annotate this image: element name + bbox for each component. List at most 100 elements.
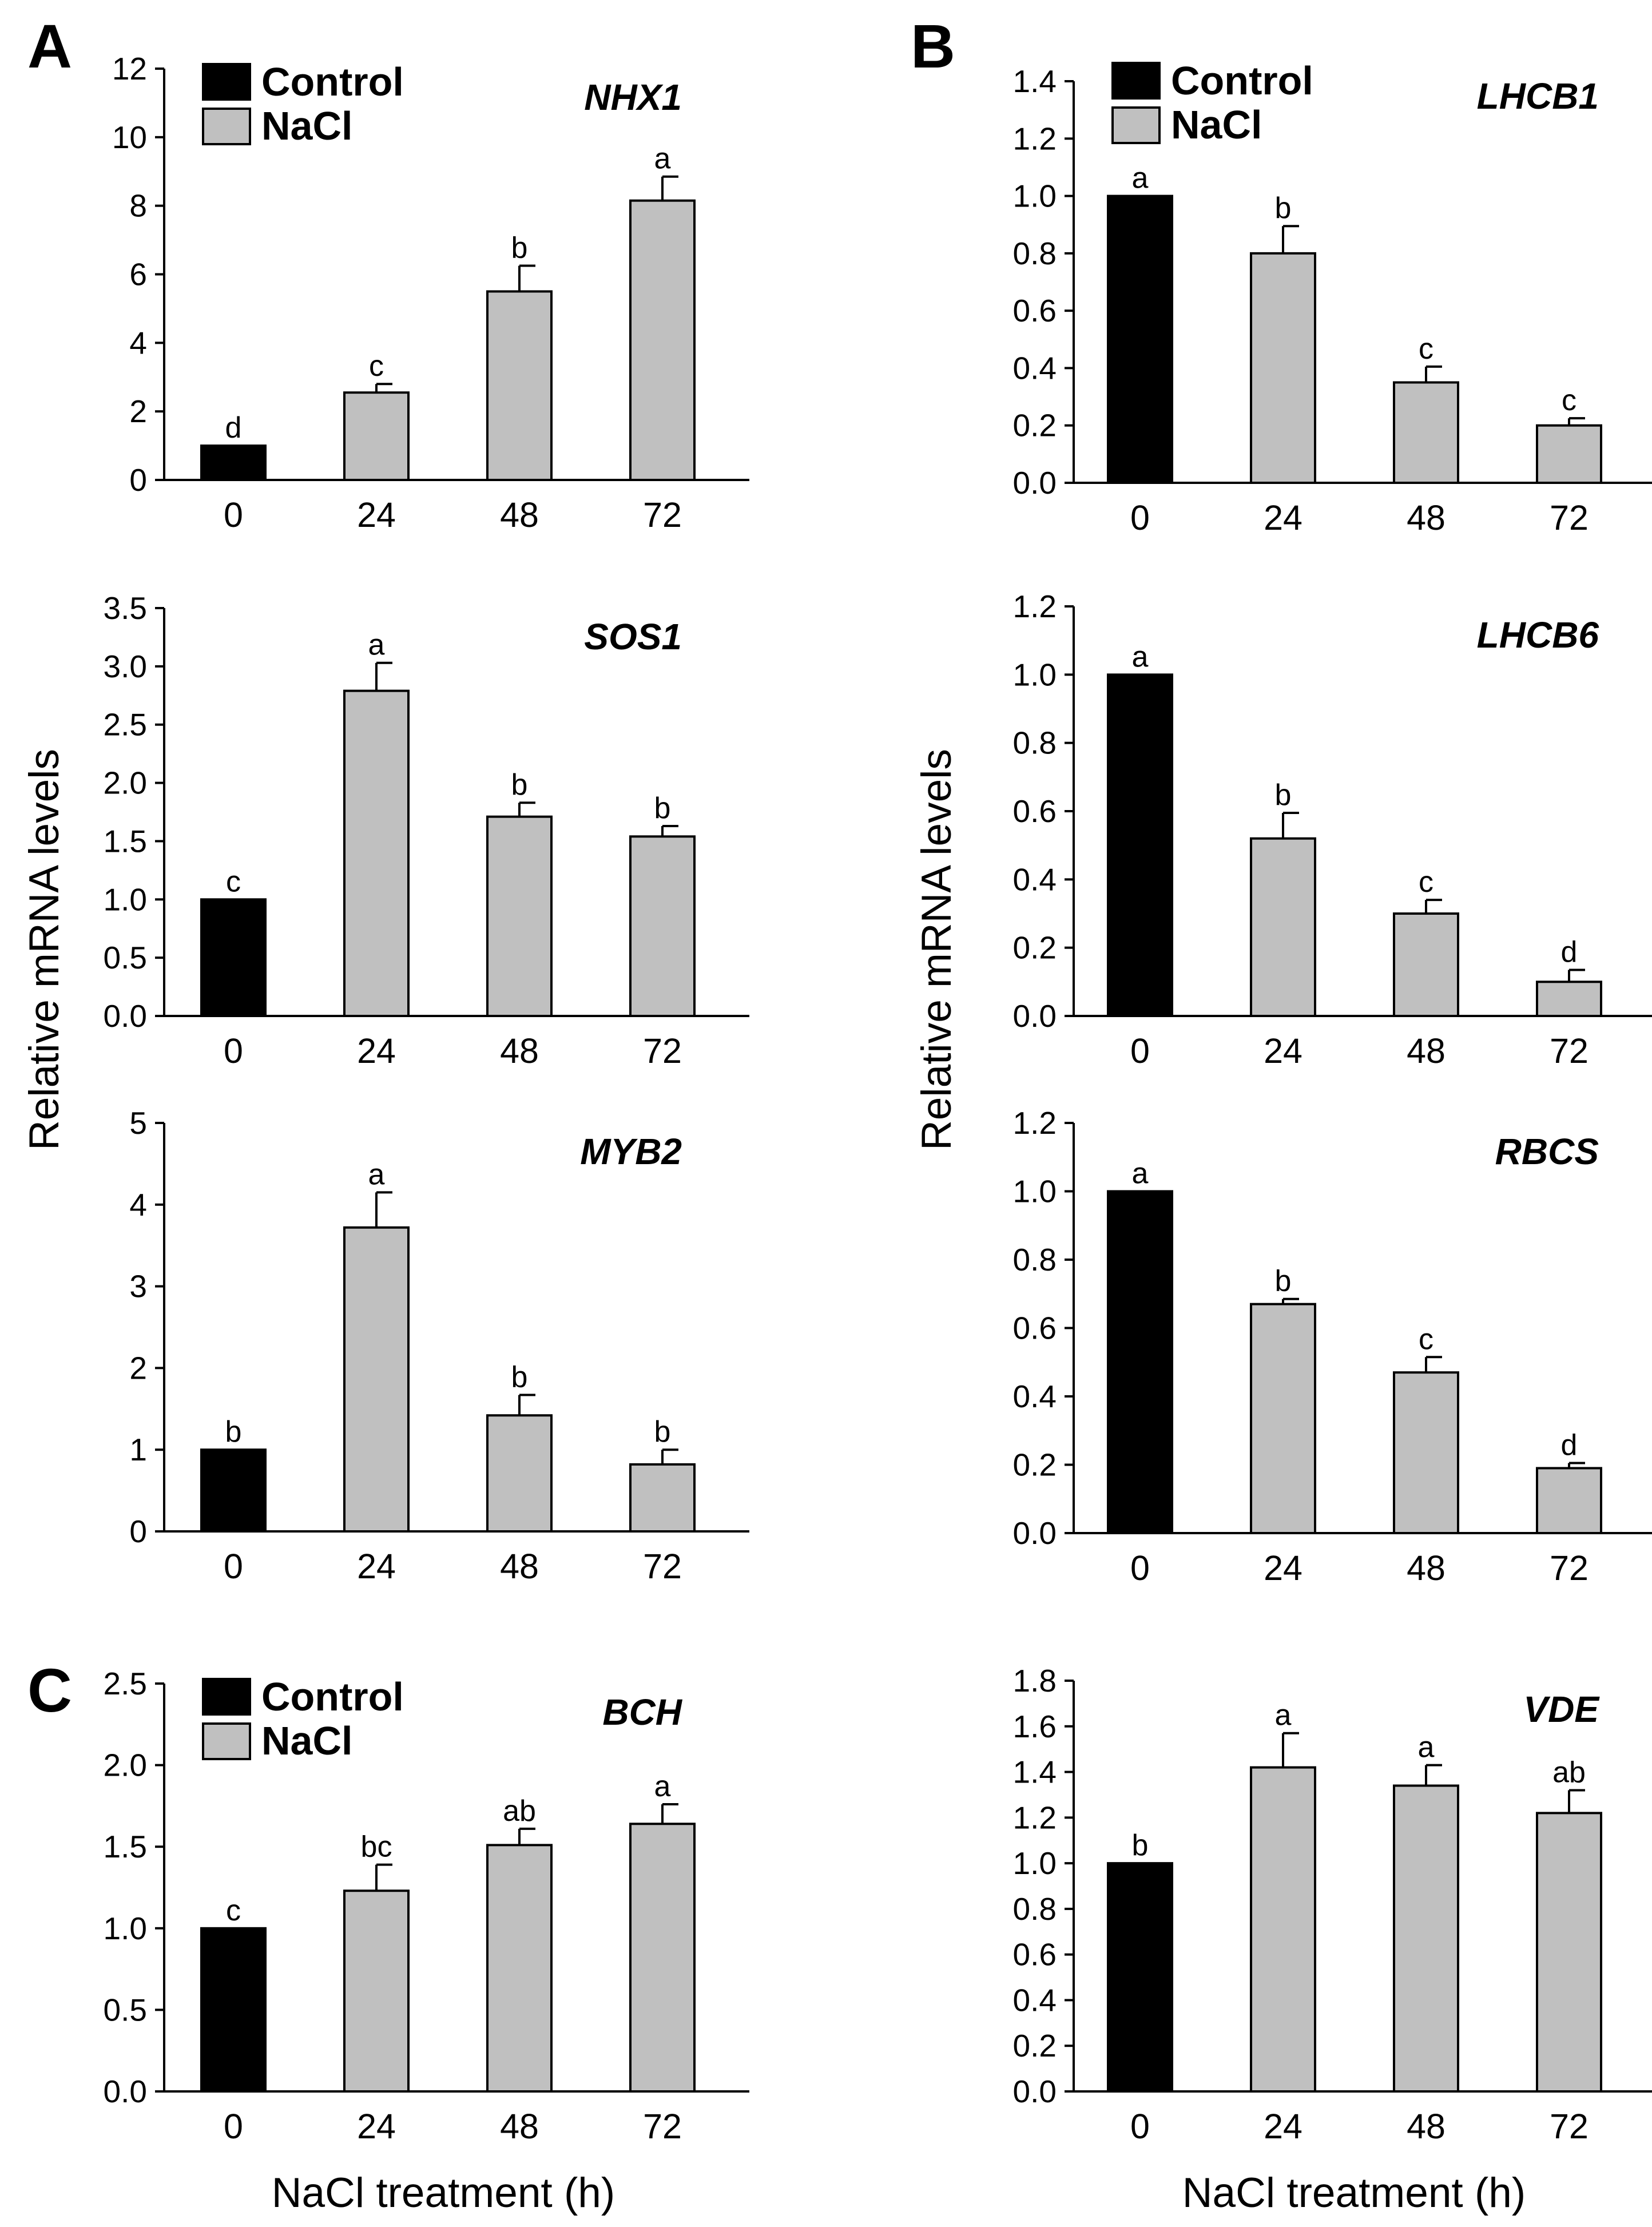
x-axis-label-left: NaCl treatment (h) [272,2170,615,2216]
y-tick-label: 2 [129,394,147,429]
y-tick-label: 0.2 [1013,408,1057,443]
x-tick-label: 48 [500,1547,539,1586]
x-tick-label: 72 [1550,2107,1589,2146]
y-tick-label: 0.8 [1013,236,1057,271]
x-tick-label: 24 [357,1547,396,1586]
chart-bch: 0.0 0.5 1.0 1.5 2.0 2.5 c 0 bc 24 ab 48 a 72 BCH Contro… [104,1666,749,2146]
bar-72h [1536,1467,1602,1535]
y-axis-label-left: Relative mRNA levels [21,749,67,1150]
chart-lhcb6: 0.0 0.2 0.4 0.6 0.8 1.0 1.2 a 0 b 24 c 48 d 72 LHCB6 [1013,589,1652,1070]
y-tick-label: 0.0 [104,998,147,1034]
gene-title: NHX1 [584,77,682,118]
y-tick-label: 10 [112,120,147,155]
y-tick-label: 0.4 [1013,350,1057,386]
significance-letter: b [511,768,528,801]
significance-letter: b [511,232,528,265]
x-tick-label: 48 [500,495,539,534]
y-tick-label: 1.0 [1013,178,1057,214]
y-tick-label: 1.0 [1013,1174,1057,1209]
significance-letter: c [1562,384,1576,417]
significance-letter: a [654,1770,671,1803]
bar-72h [629,1463,696,1533]
bar-24h [343,1226,410,1533]
bar-24h [1250,252,1316,484]
y-tick-label: 1.0 [104,882,147,917]
bar-48h [486,815,553,1017]
bar-24h [343,391,410,482]
y-tick-label: 6 [129,257,147,292]
bar-48h [1393,912,1459,1017]
y-tick-label: 1.5 [104,823,147,859]
significance-letter: b [1275,192,1292,225]
y-tick-label: 1.0 [1013,1845,1057,1881]
y-tick-label: 1.2 [1013,1800,1057,1835]
gene-title: MYB2 [580,1131,682,1172]
gene-title: LHCB1 [1477,76,1599,117]
legend-label-control: Control [261,1674,404,1719]
significance-letter: b [1132,1829,1149,1862]
y-tick-label: 0.6 [1013,1311,1057,1346]
x-tick-label: 24 [357,1031,396,1070]
bar-0h [200,1927,267,2093]
significance-letter: b [654,1415,671,1448]
panel-letter-c: C [27,1656,72,1725]
legend-label-nacl: NaCl [261,1718,352,1763]
y-tick-label: 0.0 [1013,1515,1057,1551]
y-tick-label: 0.4 [1013,862,1057,897]
significance-letter: bc [361,1831,392,1864]
x-tick-label: 0 [224,1547,243,1586]
significance-letter: d [1561,1429,1578,1462]
legend-swatch-control [202,63,251,101]
y-tick-label: 0.0 [1013,2074,1057,2109]
x-axis-label-right: NaCl treatment (h) [1182,2170,1526,2216]
legend-label-nacl: NaCl [261,104,352,148]
y-tick-label: 3.5 [104,590,147,626]
significance-letter: a [1132,1157,1149,1190]
significance-letter: c [1419,866,1433,899]
legend-label-control: Control [261,59,404,104]
significance-letter: ab [1552,1756,1586,1789]
legend-label-control: Control [1171,58,1313,103]
y-tick-label: 0.2 [1013,1447,1057,1483]
y-tick-label: 0.0 [1013,998,1057,1034]
x-tick-label: 0 [224,1031,243,1070]
gene-title: SOS1 [584,616,682,657]
y-tick-label: 0.5 [104,1992,147,2027]
bar-72h [1536,1812,1602,2093]
significance-letter: b [1275,1265,1292,1298]
bar-72h [629,835,696,1018]
y-tick-label: 1.2 [1013,121,1057,156]
y-tick-label: 1 [129,1432,147,1467]
x-tick-label: 24 [1264,1031,1302,1070]
bar-24h [343,689,410,1017]
bar-48h [1393,1371,1459,1535]
x-tick-label: 48 [1407,2107,1446,2146]
significance-letter: a [368,1158,385,1191]
x-tick-label: 0 [224,2107,243,2146]
legend-swatch-nacl [202,108,251,145]
x-tick-label: 72 [643,2107,682,2146]
significance-letter: d [225,411,242,444]
x-tick-label: 48 [500,1031,539,1070]
y-axis-label-right: Relative mRNA levels [914,749,960,1150]
gene-title: LHCB6 [1477,614,1599,656]
significance-letter: a [1275,1699,1292,1732]
x-tick-label: 24 [357,495,396,534]
bar-0h [200,898,267,1018]
bar-72h [629,1823,696,2093]
significance-letter: c [226,1894,241,1927]
significance-letter: b [225,1415,242,1448]
y-tick-label: 0 [129,462,147,498]
y-tick-label: 12 [112,51,147,86]
bar-24h [1250,1766,1316,2093]
bar-24h [343,1889,410,2093]
legend-swatch-control [202,1678,251,1716]
y-tick-label: 1.2 [1013,1105,1057,1141]
x-tick-label: 24 [1264,498,1302,537]
y-tick-label: 0.0 [1013,465,1057,501]
y-tick-label: 5 [129,1105,147,1141]
y-tick-label: 1.0 [1013,657,1057,692]
legend-swatch-control [1111,62,1161,100]
